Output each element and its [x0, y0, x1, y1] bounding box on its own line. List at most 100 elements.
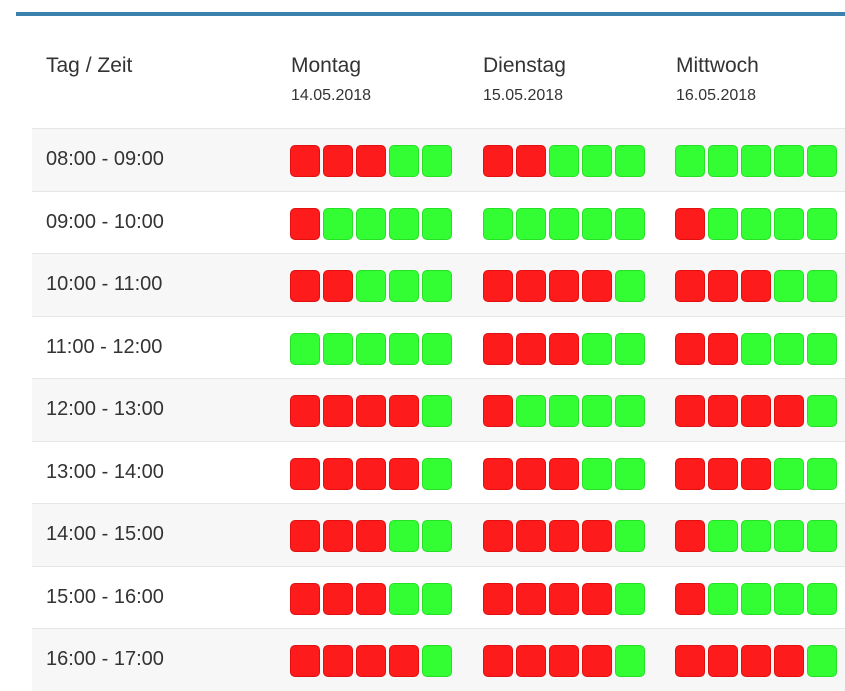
booked-slot[interactable]: [549, 582, 579, 615]
available-slot[interactable]: [389, 332, 419, 365]
booked-slot[interactable]: [389, 457, 419, 490]
available-slot[interactable]: [582, 457, 612, 490]
booked-slot[interactable]: [290, 270, 320, 302]
booked-slot[interactable]: [323, 395, 353, 427]
booked-slot[interactable]: [389, 395, 419, 427]
booked-slot[interactable]: [582, 645, 612, 677]
booked-slot[interactable]: [675, 270, 705, 302]
booked-slot[interactable]: [708, 457, 738, 490]
booked-slot[interactable]: [323, 270, 353, 302]
available-slot[interactable]: [615, 207, 645, 240]
booked-slot[interactable]: [483, 582, 513, 615]
booked-slot[interactable]: [708, 395, 738, 427]
booked-slot[interactable]: [323, 457, 353, 490]
booked-slot[interactable]: [774, 645, 804, 677]
booked-slot[interactable]: [356, 457, 386, 490]
available-slot[interactable]: [615, 520, 645, 552]
booked-slot[interactable]: [675, 207, 705, 240]
booked-slot[interactable]: [675, 332, 705, 365]
booked-slot[interactable]: [549, 270, 579, 302]
booked-slot[interactable]: [290, 520, 320, 552]
booked-slot[interactable]: [675, 395, 705, 427]
available-slot[interactable]: [582, 332, 612, 365]
available-slot[interactable]: [807, 457, 837, 490]
available-slot[interactable]: [549, 145, 579, 177]
booked-slot[interactable]: [290, 395, 320, 427]
available-slot[interactable]: [582, 395, 612, 427]
available-slot[interactable]: [615, 645, 645, 677]
booked-slot[interactable]: [582, 270, 612, 302]
available-slot[interactable]: [615, 332, 645, 365]
available-slot[interactable]: [549, 395, 579, 427]
available-slot[interactable]: [615, 145, 645, 177]
available-slot[interactable]: [708, 520, 738, 552]
available-slot[interactable]: [422, 457, 452, 490]
available-slot[interactable]: [774, 582, 804, 615]
booked-slot[interactable]: [675, 520, 705, 552]
available-slot[interactable]: [323, 207, 353, 240]
available-slot[interactable]: [422, 582, 452, 615]
available-slot[interactable]: [774, 457, 804, 490]
booked-slot[interactable]: [290, 645, 320, 677]
available-slot[interactable]: [807, 395, 837, 427]
booked-slot[interactable]: [516, 520, 546, 552]
booked-slot[interactable]: [549, 457, 579, 490]
available-slot[interactable]: [389, 207, 419, 240]
available-slot[interactable]: [708, 582, 738, 615]
booked-slot[interactable]: [549, 332, 579, 365]
available-slot[interactable]: [741, 332, 771, 365]
available-slot[interactable]: [741, 582, 771, 615]
available-slot[interactable]: [549, 207, 579, 240]
available-slot[interactable]: [807, 645, 837, 677]
available-slot[interactable]: [708, 207, 738, 240]
available-slot[interactable]: [615, 457, 645, 490]
booked-slot[interactable]: [708, 332, 738, 365]
booked-slot[interactable]: [389, 645, 419, 677]
booked-slot[interactable]: [483, 270, 513, 302]
booked-slot[interactable]: [290, 207, 320, 240]
available-slot[interactable]: [741, 145, 771, 177]
booked-slot[interactable]: [483, 645, 513, 677]
booked-slot[interactable]: [516, 582, 546, 615]
available-slot[interactable]: [741, 207, 771, 240]
booked-slot[interactable]: [741, 457, 771, 490]
available-slot[interactable]: [290, 332, 320, 365]
available-slot[interactable]: [615, 582, 645, 615]
booked-slot[interactable]: [741, 395, 771, 427]
booked-slot[interactable]: [356, 395, 386, 427]
booked-slot[interactable]: [675, 645, 705, 677]
booked-slot[interactable]: [516, 270, 546, 302]
available-slot[interactable]: [422, 395, 452, 427]
booked-slot[interactable]: [741, 270, 771, 302]
booked-slot[interactable]: [516, 332, 546, 365]
available-slot[interactable]: [356, 270, 386, 302]
booked-slot[interactable]: [483, 520, 513, 552]
booked-slot[interactable]: [483, 145, 513, 177]
booked-slot[interactable]: [323, 582, 353, 615]
available-slot[interactable]: [516, 207, 546, 240]
available-slot[interactable]: [389, 520, 419, 552]
available-slot[interactable]: [422, 145, 452, 177]
booked-slot[interactable]: [708, 270, 738, 302]
booked-slot[interactable]: [323, 520, 353, 552]
available-slot[interactable]: [422, 645, 452, 677]
available-slot[interactable]: [615, 270, 645, 302]
booked-slot[interactable]: [356, 520, 386, 552]
booked-slot[interactable]: [582, 520, 612, 552]
booked-slot[interactable]: [356, 645, 386, 677]
booked-slot[interactable]: [483, 332, 513, 365]
available-slot[interactable]: [483, 207, 513, 240]
booked-slot[interactable]: [323, 645, 353, 677]
booked-slot[interactable]: [708, 645, 738, 677]
available-slot[interactable]: [675, 145, 705, 177]
available-slot[interactable]: [422, 270, 452, 302]
available-slot[interactable]: [774, 207, 804, 240]
available-slot[interactable]: [356, 332, 386, 365]
available-slot[interactable]: [422, 332, 452, 365]
available-slot[interactable]: [807, 520, 837, 552]
available-slot[interactable]: [774, 520, 804, 552]
available-slot[interactable]: [807, 145, 837, 177]
booked-slot[interactable]: [483, 457, 513, 490]
available-slot[interactable]: [389, 582, 419, 615]
available-slot[interactable]: [807, 270, 837, 302]
